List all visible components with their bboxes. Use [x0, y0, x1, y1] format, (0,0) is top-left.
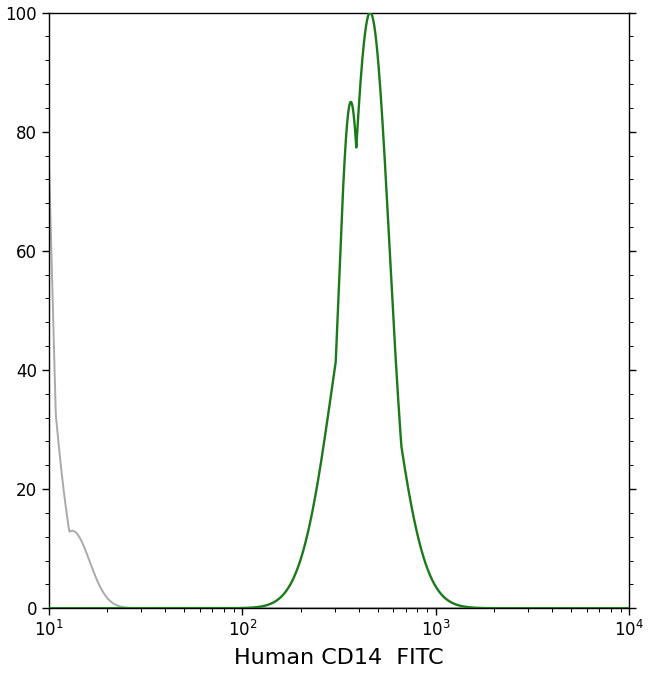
X-axis label: Human CD14  FITC: Human CD14 FITC [235, 648, 444, 669]
